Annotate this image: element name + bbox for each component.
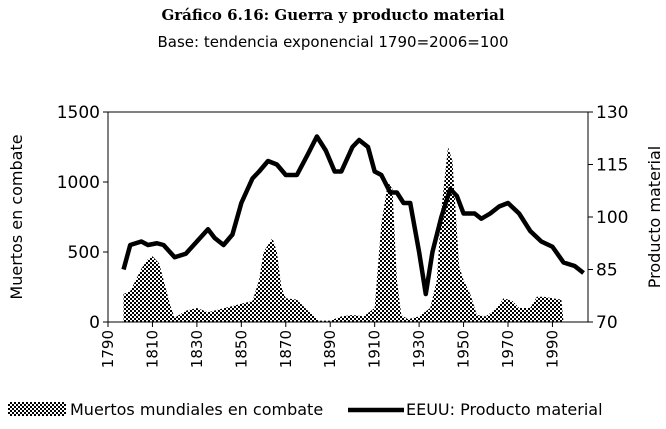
chart-subtitle: Base: tendencia exponencial 1790=2006=10… <box>157 33 508 51</box>
y-tick-label: 0 <box>89 313 100 333</box>
x-tick-label: 1830 <box>188 330 206 368</box>
y-tick-label: 500 <box>68 243 100 263</box>
y2-tick-label: 100 <box>596 208 628 228</box>
line <box>121 134 585 297</box>
y-tick-label: 1500 <box>57 103 100 123</box>
y2-tick-label: 70 <box>596 313 618 333</box>
legend-label: EEUU: Producto material <box>406 400 603 419</box>
y2-axis-label: Producto material <box>645 146 664 288</box>
chart-title: Gráfico 6.16: Guerra y producto material <box>161 6 504 24</box>
y2-tick-label: 130 <box>596 103 628 123</box>
plot-frame <box>107 111 589 323</box>
y-tick-label: 1000 <box>57 173 100 193</box>
x-tick-label: 1870 <box>277 330 295 368</box>
x-tick-label: 1990 <box>543 330 561 368</box>
legend-swatch <box>8 402 66 416</box>
x-tick-label: 1790 <box>99 330 117 368</box>
x-tick-label: 1850 <box>232 330 250 368</box>
x-tick-label: 1950 <box>455 330 473 368</box>
x-tick-label: 1970 <box>499 330 517 368</box>
area <box>123 147 564 322</box>
y2-tick-label: 85 <box>596 261 618 281</box>
x-tick-label: 1810 <box>143 330 161 368</box>
y2-tick-label: 115 <box>596 156 628 176</box>
x-tick-label: 1910 <box>366 330 384 368</box>
x-tick-label: 1890 <box>321 330 339 368</box>
y-axis-label: Muertos en combate <box>7 134 26 299</box>
legend-label: Muertos mundiales en combate <box>70 400 323 419</box>
x-tick-label: 1930 <box>410 330 428 368</box>
